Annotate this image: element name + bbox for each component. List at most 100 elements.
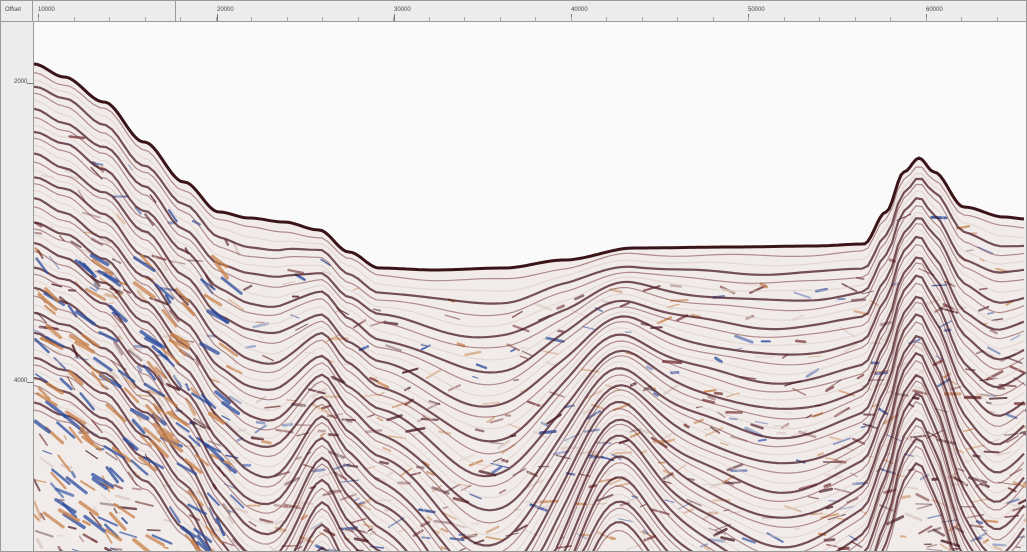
noise-stroke — [113, 507, 118, 514]
basement-stroke — [122, 436, 139, 451]
noise-stroke — [580, 533, 591, 537]
basement-stroke — [68, 334, 90, 348]
noise-stroke — [353, 319, 367, 329]
basement-stroke — [206, 492, 220, 507]
noise-stroke — [871, 369, 890, 374]
basement-stroke — [34, 337, 50, 354]
noise-stroke — [485, 536, 505, 541]
noise-stroke — [131, 487, 142, 491]
ruler-minor-tick — [429, 17, 430, 21]
noise-stroke — [714, 356, 723, 364]
basement-stroke — [91, 258, 114, 276]
noise-stroke — [69, 175, 79, 180]
noise-stroke — [939, 543, 951, 551]
noise-stroke — [346, 420, 353, 424]
noise-stroke — [377, 381, 390, 389]
basement-stroke — [150, 439, 169, 459]
noise-stroke — [926, 548, 943, 551]
offset-tick-label: 60000 — [926, 7, 943, 13]
basement-stroke — [65, 476, 88, 495]
ruler-minor-tick — [251, 17, 252, 21]
reflector-line — [34, 376, 963, 551]
noise-stroke — [149, 194, 157, 203]
noise-stroke — [910, 439, 921, 444]
noise-stroke — [117, 506, 138, 511]
noise-stroke — [250, 436, 265, 441]
basement-stroke — [151, 534, 173, 545]
reflector-line — [34, 107, 1025, 339]
basement-stroke — [180, 525, 197, 539]
noise-stroke — [426, 471, 435, 476]
basement-stroke — [74, 340, 96, 354]
basement-stroke — [218, 342, 239, 357]
depth-tick-mark — [27, 83, 33, 84]
reflector-line — [34, 92, 1025, 317]
ruler-section-divider — [175, 1, 176, 21]
noise-stroke — [1012, 347, 1019, 352]
noise-stroke — [557, 329, 565, 333]
ruler-minor-tick — [74, 17, 75, 21]
noise-stroke — [35, 538, 44, 550]
noise-stroke — [159, 261, 168, 272]
noise-stroke — [518, 346, 530, 350]
noise-stroke — [843, 343, 859, 353]
noise-stroke — [793, 291, 812, 299]
basement-stroke — [200, 278, 216, 291]
noise-stroke — [124, 377, 136, 390]
basement-stroke — [45, 399, 68, 419]
noise-stroke — [255, 395, 267, 404]
noise-stroke — [184, 397, 197, 416]
noise-stroke — [428, 400, 441, 406]
ruler-minor-tick — [500, 17, 501, 21]
ruler-minor-tick — [464, 17, 465, 21]
noise-stroke — [832, 437, 852, 446]
noise-stroke — [226, 455, 236, 465]
basement-stroke — [103, 445, 126, 460]
basement-stroke — [166, 410, 189, 427]
noise-stroke — [226, 420, 239, 435]
noise-stroke — [67, 525, 77, 530]
noise-stroke — [444, 314, 461, 320]
basement-stroke — [89, 366, 112, 383]
noise-stroke — [83, 256, 90, 265]
noise-stroke — [749, 284, 767, 294]
basement-stroke — [84, 287, 106, 301]
seismic-section-canvas[interactable] — [34, 22, 1026, 551]
noise-stroke — [320, 258, 331, 266]
basement-stroke — [205, 525, 223, 544]
basement-stroke — [56, 421, 76, 439]
noise-stroke — [287, 268, 304, 275]
noise-stroke — [440, 546, 447, 550]
noise-stroke — [759, 282, 769, 289]
basement-stroke — [91, 371, 105, 389]
ruler-minor-tick — [819, 17, 820, 21]
basement-stroke — [210, 254, 228, 269]
reflector-line — [34, 273, 1025, 551]
basement-stroke — [44, 287, 60, 303]
noise-stroke — [751, 434, 759, 438]
noise-stroke — [690, 313, 702, 319]
noise-stroke — [1013, 495, 1021, 500]
offset-tick-label: 40000 — [571, 7, 588, 13]
basement-stroke — [40, 336, 64, 351]
reflector-line — [34, 176, 1025, 443]
noise-stroke — [1023, 432, 1026, 436]
basement-stroke — [161, 308, 178, 328]
reflector-line — [34, 124, 1025, 361]
basement-stroke — [143, 382, 166, 398]
reflector-line — [34, 331, 1025, 551]
basement-stroke — [187, 503, 207, 516]
noise-stroke — [703, 546, 710, 551]
reflector-line — [34, 152, 1025, 408]
ruler-minor-tick — [216, 17, 217, 21]
noise-stroke — [871, 382, 886, 388]
noise-stroke — [328, 450, 346, 459]
noise-stroke — [176, 549, 180, 551]
basement-stroke — [57, 454, 71, 473]
noise-stroke — [100, 493, 112, 503]
noise-stroke — [596, 493, 614, 502]
noise-stroke — [856, 373, 865, 380]
basement-stroke — [181, 301, 196, 317]
depth-tick-label: 4000 — [14, 378, 28, 384]
